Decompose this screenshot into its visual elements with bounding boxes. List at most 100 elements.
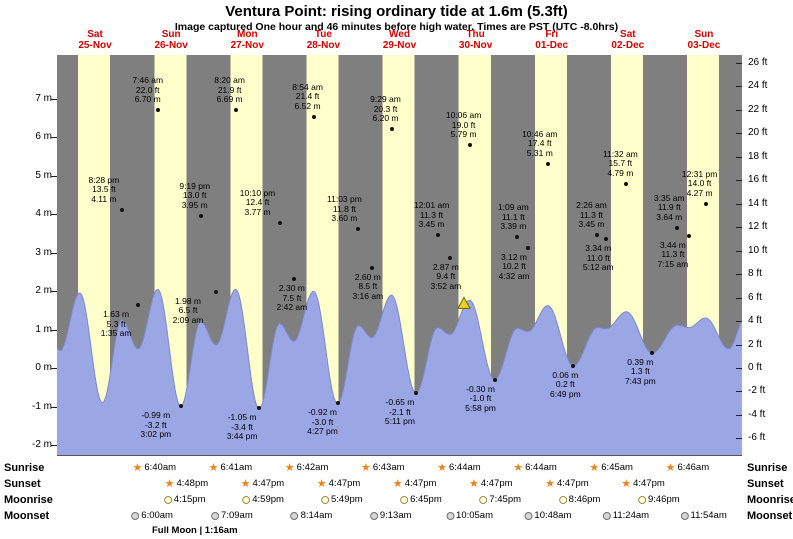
moonset-icon [290,512,299,520]
annotation-line: 11.1 ft [501,211,525,222]
annotation-line: 12.4 ft [245,197,270,208]
annotation-line: 6.69 m [216,94,243,105]
axis-tick [736,62,742,64]
sunset-star-icon: ★ [316,478,327,490]
astro-entry: 4:15pm [163,494,205,506]
moonrise-icon [400,496,409,504]
sunrise-star-icon: ★ [589,462,600,474]
annotation-line: 21.9 ft [217,84,242,95]
annotation-line: 21.4 ft [295,91,320,102]
day-date: 30-Nov [458,40,493,51]
axis-tick [736,156,742,158]
sunset-star-icon: ★ [392,478,403,490]
sunrise-star-icon: ★ [437,462,447,474]
annotation-line: 11:32 am [602,148,638,159]
annotation-line: 6.70 m [134,94,161,105]
tide-annotation: 3.34 m 11.0 ft 5:12 am [583,244,614,273]
annotation-line: 3:16 am [352,290,384,301]
annotation-line: 13.5 ft [92,184,116,195]
astro-row-label-left: Moonrise [4,494,53,506]
day-label: Wed 29-Nov [361,29,437,51]
annotation-line: 3.60 m [331,213,358,224]
annotation-line: 3.95 m [181,199,208,210]
annotation-line: 5.3 ft [106,318,126,329]
sunrise-star-icon: ★ [208,462,219,474]
annotation-line: 9.4 ft [436,271,456,281]
annotation-line: 1.3 ft [630,366,650,377]
y-axis-right-label: 18 ft [748,150,768,162]
current-time-marker [457,296,471,309]
axis-tick [51,329,57,331]
sunset-star-icon: ★ [164,478,175,490]
moonrise-icon [320,496,329,504]
annotation-line: 1.98 m [175,295,202,306]
astro-time: 8:14am [300,510,333,521]
tide-point [389,127,394,132]
astro-time: 6:46am [677,462,710,473]
tide-annotation: 3:35 am 11.9 ft 3.64 m [654,193,685,223]
annotation-line: 12:01 am [413,200,450,211]
y-axis-right-label: 10 ft [748,244,768,256]
y-axis-left-label: 0 m [35,362,52,373]
astro-time: 8:46pm [568,494,601,505]
tide-point [291,277,296,282]
astro-entry: ★ 4:47pm [241,478,285,490]
axis-tick [736,180,742,182]
y-axis-right-label: -6 ft [748,432,766,444]
astro-time: 4:59pm [252,494,284,505]
astro-entry: ★ 4:47pm [393,478,437,490]
tide-annotation: 8:54 am 21.4 ft 6.52 m [292,82,323,112]
astro-entry: 7:45pm [479,494,521,506]
annotation-line: 7:15 am [657,258,689,269]
astro-time: 6:44am [449,462,481,473]
astro-row-label-right: Moonrise [747,494,793,506]
sunrise-star-icon: ★ [513,462,524,474]
astro-row-label-left: Sunset [4,478,41,490]
tide-point [545,161,550,166]
annotation-line: 3.39 m [500,221,527,232]
axis-tick [736,321,742,323]
astro-entry: ★ 4:47pm [621,478,665,490]
annotation-line: -3.2 ft [144,419,167,430]
astro-time: 10:05am [456,510,494,521]
tide-annotation: -0.30 m -1.0 ft 5:58 pm [465,384,496,414]
annotation-line: 1.63 m [103,309,130,320]
tide-annotation: -0.65 m -2.1 ft 5:11 pm [385,398,415,427]
tide-annotation: 0.06 m 0.2 ft 6:49 pm [549,370,581,400]
axis-tick [736,86,742,88]
annotation-line: 3.12 m [501,251,528,262]
astro-time: 6:43am [372,462,405,473]
annotation-line: 2:26 am [576,200,607,211]
astro-time: 4:47pm [556,478,589,489]
tide-annotation: 2.60 m 8.5 ft 3:16 am [352,272,384,302]
annotation-line: 6:49 pm [549,388,581,399]
astro-time: 9:46pm [647,494,680,505]
astro-entry: ★ 4:47pm [469,478,513,490]
tide-annotation: -0.99 m -3.2 ft 3:02 pm [140,411,171,440]
y-axis-right-label: 22 ft [748,103,768,115]
astro-row-label-left: Moonset [4,510,50,522]
sunset-star-icon: ★ [468,478,479,490]
annotation-line: 2.30 m [278,283,305,294]
day-label: Thu 30-Nov [438,29,514,51]
axis-tick [51,137,57,138]
tide-annotation: 9:19 pm 13.0 ft 3.95 m [179,181,210,211]
annotation-line: 10:46 am [522,128,558,139]
tide-point [492,377,497,382]
tide-point [686,233,691,238]
y-axis-right-label: -2 ft [748,385,766,397]
day-label: Sat 25-Nov [57,29,133,51]
y-axis-right-label: 2 ft [748,338,762,350]
annotation-line: 11.3 ft [579,209,603,220]
annotation-line: 5:11 pm [384,416,415,427]
annotation-line: 12:31 pm [681,168,718,179]
annotation-line: 1:09 am [497,202,529,213]
y-axis-right-label: 4 ft [748,315,762,327]
y-axis-right-label: -4 ft [748,408,766,420]
sunrise-star-icon: ★ [284,462,295,474]
astro-entry: 11:54am [680,510,727,522]
annotation-line: 3:52 am [430,280,462,291]
tide-annotation: 12:31 pm 14.0 ft 4.27 m [681,168,718,199]
astro-time: 4:47pm [633,478,665,489]
